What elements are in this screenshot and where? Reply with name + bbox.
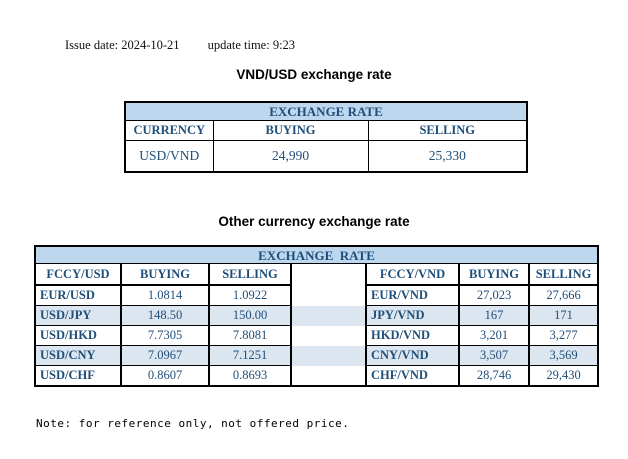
selling-cell: 1.0922 [208, 284, 292, 306]
pair-cell: EUR/VND [365, 284, 460, 306]
buying-cell: 28,746 [458, 365, 530, 387]
table-band-row: EXCHANGE RATE [124, 101, 528, 121]
selling-cell: 7.8081 [208, 325, 292, 346]
table-row: USD/VND 24,990 25,330 [124, 140, 528, 173]
column-header-fccy-usd: FCCY/USD [34, 263, 122, 286]
buying-cell: 7.7305 [120, 325, 210, 346]
pair-cell: EUR/USD [34, 284, 122, 306]
selling-cell: 27,666 [527, 284, 600, 306]
buying-cell: 24,990 [212, 140, 369, 173]
column-header-selling: SELLING [527, 263, 600, 286]
column-header-selling: SELLING [208, 263, 292, 286]
selling-cell: 150.00 [208, 305, 292, 326]
selling-cell: 0.8693 [208, 365, 292, 387]
gap-cell [290, 285, 367, 306]
document-header-line: Issue date: 2024-10-21 update time: 9:23 [65, 38, 295, 53]
selling-cell: 25,330 [367, 140, 528, 173]
column-header-fccy-vnd: FCCY/VND [365, 263, 460, 286]
column-header-selling: SELLING [367, 120, 528, 141]
gap-cell [290, 325, 367, 346]
pair-cell: USD/CHF [34, 365, 122, 387]
pair-cell: CHF/VND [365, 365, 460, 387]
table-header-row: FCCY/USD BUYING SELLING FCCY/VND BUYING … [34, 263, 600, 286]
gap-cell [290, 305, 367, 326]
pair-cell: USD/HKD [34, 325, 122, 346]
selling-cell: 3,277 [527, 325, 600, 346]
buying-cell: 3,507 [458, 345, 530, 366]
reference-note: Note: for reference only, not offered pr… [36, 417, 350, 430]
issue-date-text: Issue date: 2024-10-21 [65, 38, 180, 52]
table-row: USD/HKD 7.7305 7.8081 HKD/VND 3,201 3,27… [34, 325, 600, 346]
column-header-buying: BUYING [120, 263, 210, 286]
selling-cell: 171 [527, 305, 600, 326]
pair-cell: JPY/VND [365, 305, 460, 326]
table-band-row: EXCHANGE RATE [33, 245, 600, 264]
selling-cell: 7.1251 [208, 345, 292, 366]
table-band-title: EXCHANGE RATE [124, 101, 528, 121]
usd-vnd-rate-table: EXCHANGE RATE CURRENCY BUYING SELLING US… [124, 101, 528, 173]
update-time-text: update time: 9:23 [207, 38, 296, 52]
buying-cell: 167 [458, 305, 530, 326]
usd-table-title: VND/USD exchange rate [236, 67, 392, 82]
pair-cell: HKD/VND [365, 325, 460, 346]
selling-cell: 3,569 [527, 345, 600, 366]
selling-cell: 29,430 [527, 365, 600, 387]
buying-cell: 148.50 [120, 305, 210, 326]
pair-cell: USD/CNY [34, 345, 122, 366]
gap-cell [290, 263, 367, 285]
column-header-buying: BUYING [212, 120, 369, 141]
other-currency-rate-table: EXCHANGE RATE FCCY/USD BUYING SELLING FC… [33, 245, 600, 387]
gap-cell [290, 365, 367, 386]
other-table-title: Other currency exchange rate [218, 214, 410, 229]
table-band-title: EXCHANGE RATE [33, 245, 600, 264]
column-header-currency: CURRENCY [124, 120, 214, 141]
gap-cell [290, 345, 367, 366]
buying-cell: 1.0814 [120, 284, 210, 306]
column-header-buying: BUYING [458, 263, 530, 286]
table-header-row: CURRENCY BUYING SELLING [124, 120, 528, 141]
buying-cell: 0.8607 [120, 365, 210, 387]
table-row: USD/CHF 0.8607 0.8693 CHF/VND 28,746 29,… [34, 365, 600, 387]
table-row: EUR/USD 1.0814 1.0922 EUR/VND 27,023 27,… [34, 284, 600, 306]
pair-cell: CNY/VND [365, 345, 460, 366]
buying-cell: 7.0967 [120, 345, 210, 366]
pair-cell: USD/VND [124, 140, 214, 173]
buying-cell: 3,201 [458, 325, 530, 346]
table-row: USD/CNY 7.0967 7.1251 CNY/VND 3,507 3,56… [34, 345, 600, 366]
pair-cell: USD/JPY [34, 305, 122, 326]
table-row: USD/JPY 148.50 150.00 JPY/VND 167 171 [34, 305, 600, 326]
buying-cell: 27,023 [458, 284, 530, 306]
